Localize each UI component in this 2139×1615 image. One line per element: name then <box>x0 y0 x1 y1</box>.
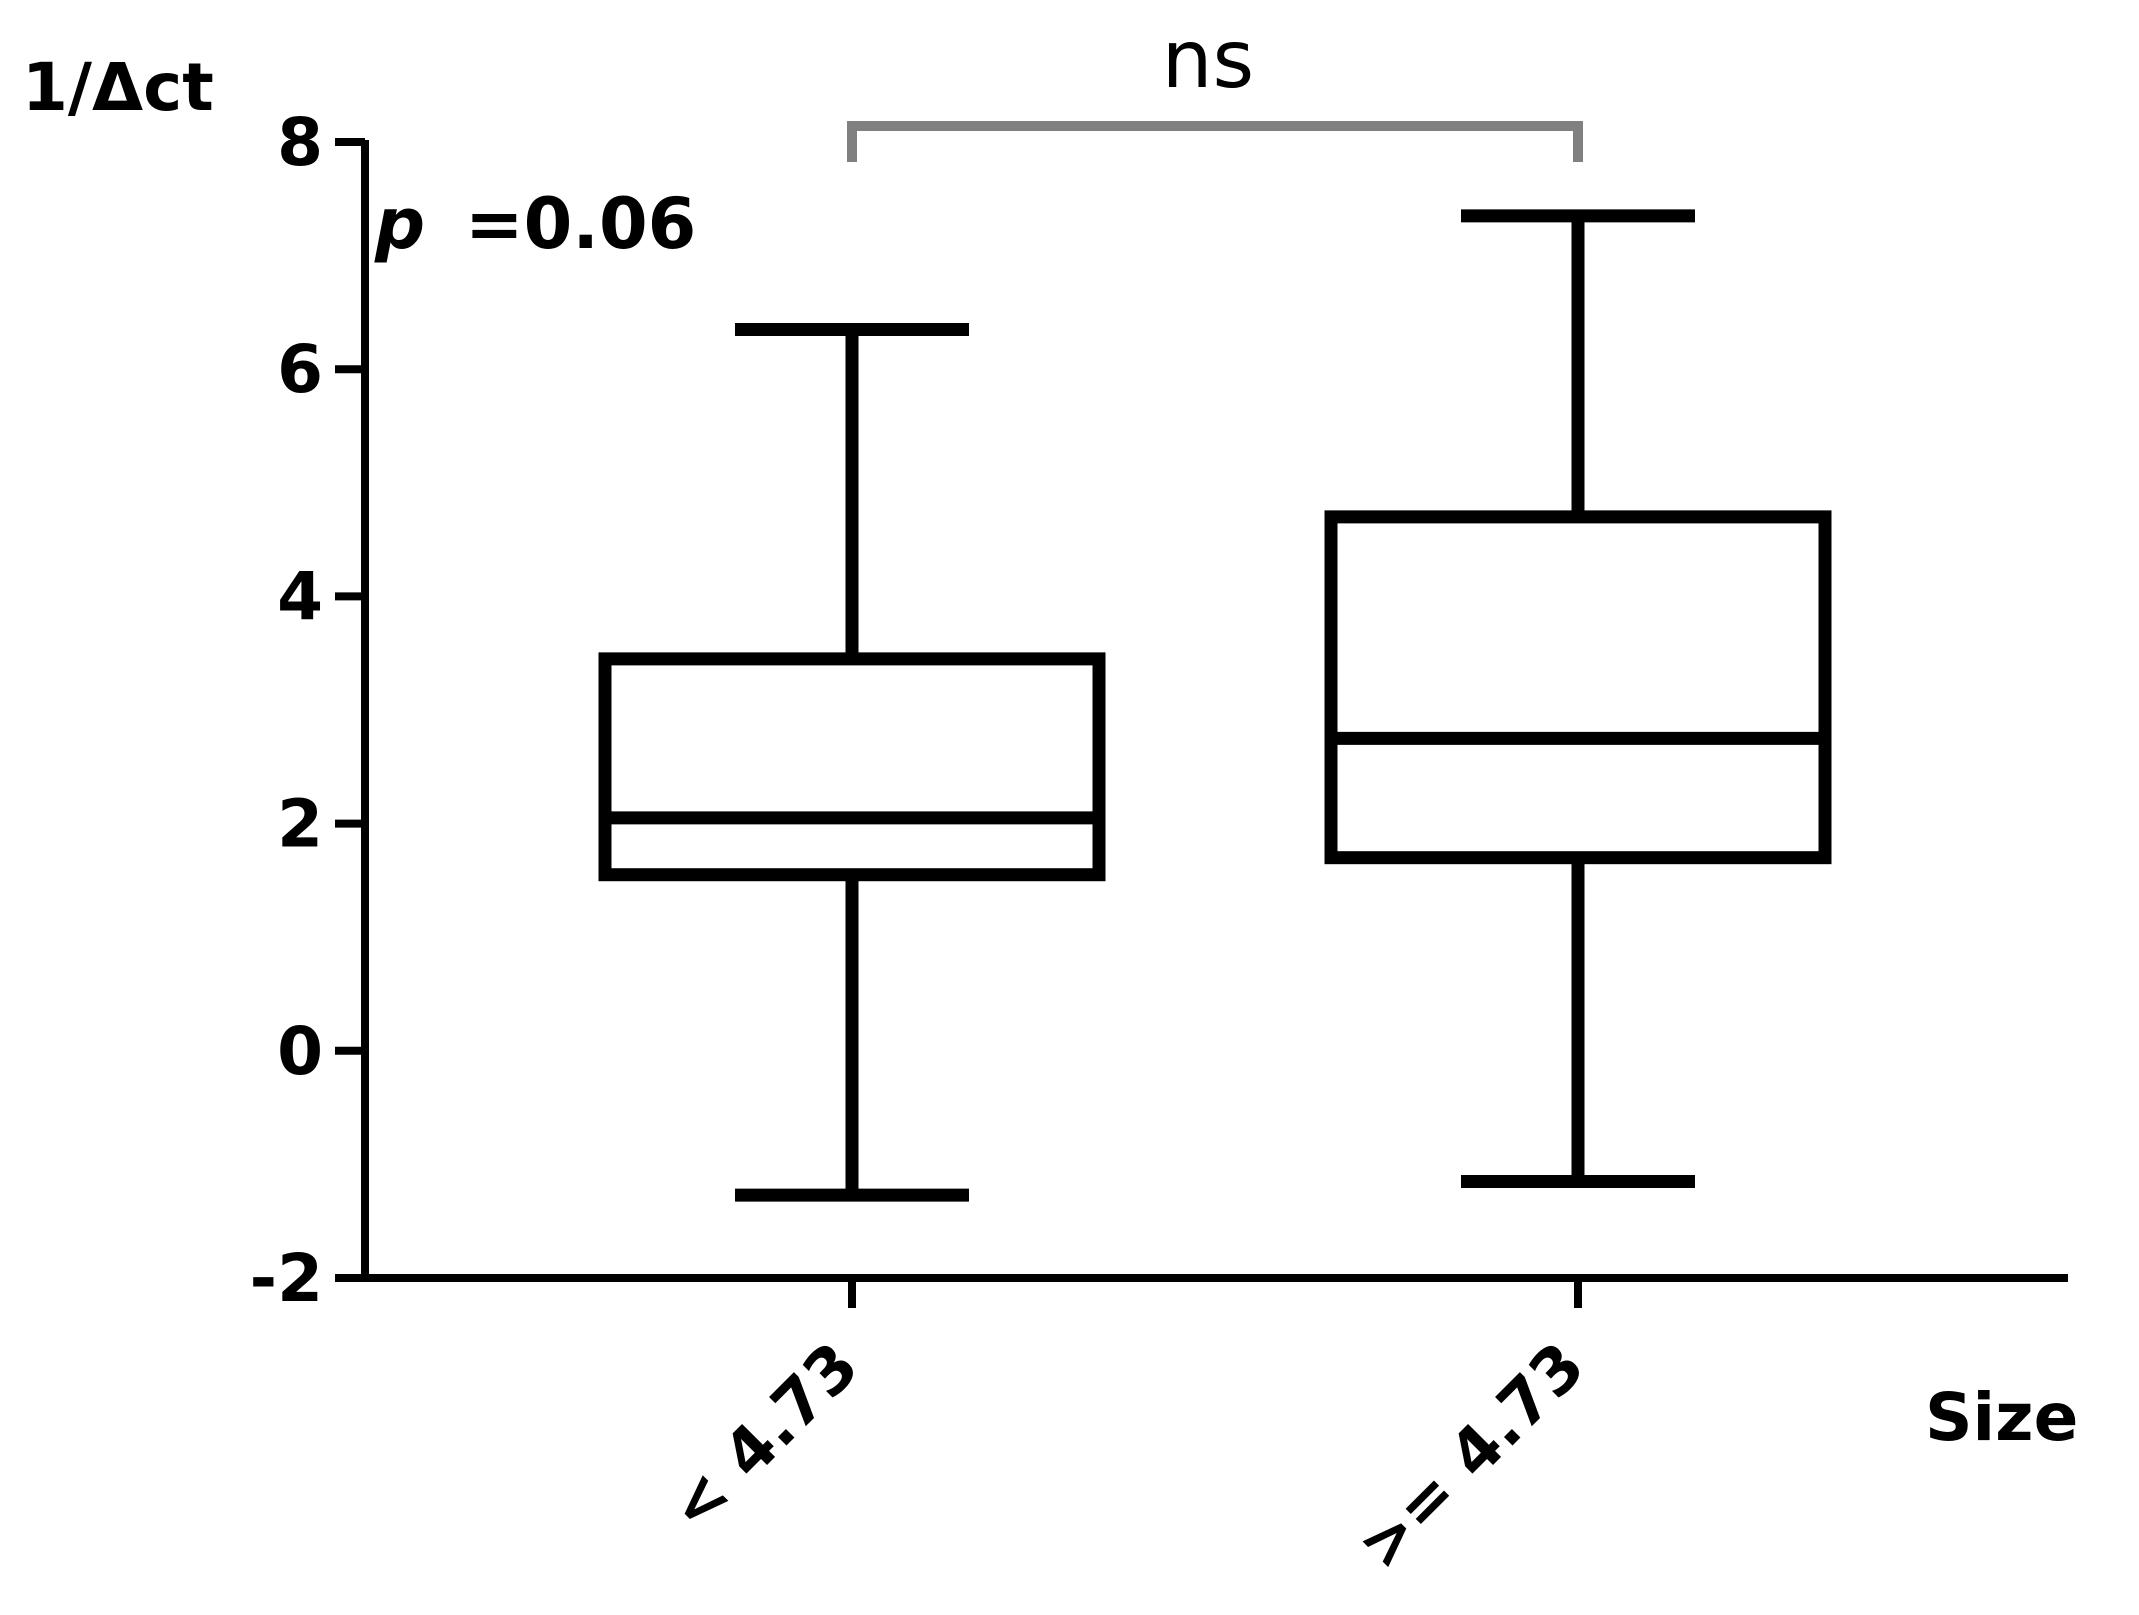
box-group <box>1324 209 1832 1188</box>
x-tick-label: < 4.73 <box>656 1329 874 1547</box>
y-tick-label: -2 <box>250 1240 323 1317</box>
significance-bracket <box>847 121 1583 162</box>
boxes <box>598 209 1832 1202</box>
significance-label: ns <box>1162 13 1254 106</box>
x-axis-title: Size <box>1925 1379 2078 1456</box>
box-group <box>598 322 1106 1202</box>
x-ticks: < 4.73 >= 4.73 <box>656 1278 1600 1585</box>
axes <box>361 140 2068 1282</box>
y-tick-label: 8 <box>277 104 323 181</box>
y-axis-title: 1/Δct <box>22 49 214 126</box>
y-tick-label: 6 <box>277 331 323 408</box>
y-ticks: -2 0 2 4 6 8 <box>250 104 365 1317</box>
annotations: 1/Δct Size p =0.06 ns <box>22 13 2078 1456</box>
x-tick-label: >= 4.73 <box>1344 1329 1600 1585</box>
iqr-box <box>598 652 1106 882</box>
y-tick-label: 4 <box>277 558 323 635</box>
p-value-label: =0.06 <box>465 183 696 265</box>
iqr-box <box>1324 510 1832 865</box>
p-value-prefix: p <box>374 183 425 265</box>
y-tick-label: 0 <box>277 1013 323 1090</box>
y-tick-label: 2 <box>277 786 323 863</box>
